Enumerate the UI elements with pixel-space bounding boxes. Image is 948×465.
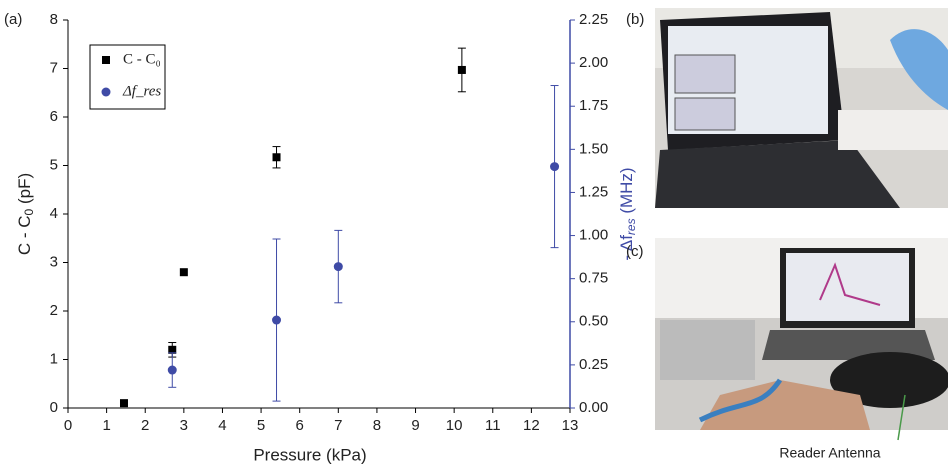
legend-label: Δf_res	[122, 83, 161, 99]
y-axis-label: C - C0 (pF)	[15, 173, 36, 255]
x-tick-label: 11	[485, 417, 501, 434]
x-tick-label: 1	[102, 417, 110, 434]
y2-tick-label: 1.00	[579, 227, 608, 244]
y2-tick-label: 0.00	[579, 399, 608, 416]
y-tick-label: 7	[50, 59, 58, 76]
x-axis-label: Pressure (kPa)	[253, 445, 366, 464]
y-label-main: C - C	[15, 215, 34, 255]
y2-axis-label: - Δfres (MHz)	[617, 167, 638, 260]
y-label-sub: 0	[22, 208, 36, 215]
point	[167, 365, 177, 375]
legend-marker	[101, 87, 111, 97]
point	[457, 65, 466, 74]
x-tick-label: 10	[446, 417, 463, 434]
photo-b-label: (b)	[626, 11, 644, 28]
y-tick-label: 4	[50, 205, 58, 222]
legend-box	[89, 44, 166, 110]
x-tick-label: 4	[218, 417, 226, 434]
x-tick-label: 3	[180, 417, 188, 434]
x-tick-label: 12	[523, 417, 540, 434]
y-tick-label: 6	[50, 108, 58, 125]
point	[272, 315, 282, 325]
y-label-unit: (pF)	[15, 173, 34, 209]
y-tick-label: 2	[50, 302, 58, 319]
y-tick-label: 5	[50, 156, 58, 173]
y2-tick-label: 0.50	[579, 313, 608, 330]
x-tick-label: 6	[296, 417, 304, 434]
legend-marker	[102, 56, 110, 64]
y-tick-label: 8	[50, 11, 58, 28]
x-tick-label: 7	[334, 417, 342, 434]
y2-tick-label: 2.25	[579, 11, 608, 28]
panel-label: (a)	[4, 11, 22, 28]
point	[550, 162, 560, 172]
annotation-arrow	[897, 394, 906, 441]
y-tick-label: 1	[50, 350, 58, 367]
y2-tick-label: 0.25	[579, 356, 608, 373]
x-tick-label: 0	[64, 417, 72, 434]
y2-label-main: - Δf	[617, 235, 636, 261]
photo-b	[655, 8, 948, 208]
photo-c-label: (c)	[626, 243, 644, 260]
legend-label: C - C₀	[123, 51, 161, 67]
y-tick-label: 3	[50, 253, 58, 270]
annotation: Reader Antenna	[779, 445, 880, 461]
point	[333, 262, 343, 272]
x-tick-label: 5	[257, 417, 265, 434]
point	[119, 399, 128, 408]
point	[272, 153, 281, 162]
x-tick-label: 8	[373, 417, 381, 434]
x-tick-label: 13	[562, 417, 579, 434]
y2-tick-label: 2.00	[579, 54, 608, 71]
y2-label-sub: res	[624, 218, 638, 235]
y2-tick-label: 1.75	[579, 97, 608, 114]
y2-label-unit: (MHz)	[617, 167, 636, 218]
y2-tick-label: 1.25	[579, 183, 608, 200]
x-tick-label: 2	[141, 417, 149, 434]
photo-c	[655, 238, 948, 430]
y2-tick-label: 0.75	[579, 270, 608, 287]
x-tick-label: 9	[411, 417, 419, 434]
y-tick-label: 0	[50, 399, 58, 416]
y2-tick-label: 1.50	[579, 140, 608, 157]
point	[168, 345, 177, 354]
point	[179, 268, 188, 277]
